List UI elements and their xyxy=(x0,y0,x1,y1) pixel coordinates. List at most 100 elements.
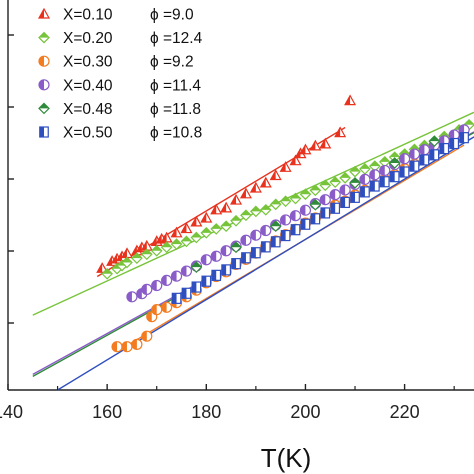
legend-phi: ϕ =12.4 xyxy=(150,30,203,47)
data-point xyxy=(269,169,282,181)
data-point xyxy=(449,137,460,150)
x-tick-label: 160 xyxy=(92,402,122,422)
legend: X=0.10 ϕ =9.0 X=0.20 ϕ =12.4 X=0.30 ϕ =9.2 X=0… xyxy=(37,7,203,142)
data-point xyxy=(299,188,312,201)
data-point xyxy=(310,213,321,225)
data-point xyxy=(369,160,381,172)
data-point xyxy=(140,248,153,261)
data-point xyxy=(349,177,361,189)
data-point xyxy=(290,224,301,236)
data-point xyxy=(289,154,302,166)
data-point xyxy=(280,214,292,226)
data-point xyxy=(141,283,153,295)
data-point xyxy=(370,180,380,192)
data-point xyxy=(151,304,163,316)
data-point xyxy=(300,218,311,230)
legend-marker xyxy=(38,55,50,67)
data-point xyxy=(319,194,331,206)
data-point xyxy=(388,157,401,169)
data-point xyxy=(330,202,341,214)
data-point xyxy=(309,198,322,211)
data-point xyxy=(339,171,351,184)
data-point xyxy=(329,189,341,201)
data-point xyxy=(280,229,291,242)
data-point xyxy=(389,171,400,183)
data-point xyxy=(379,176,390,188)
data-point xyxy=(428,135,441,148)
data-point xyxy=(439,142,450,155)
data-point xyxy=(429,149,440,161)
data-point xyxy=(161,274,173,287)
data-point xyxy=(334,126,347,138)
legend-phi: ϕ =11.4 xyxy=(150,77,201,94)
data-point xyxy=(161,301,173,313)
data-point xyxy=(190,261,203,273)
data-point xyxy=(180,235,193,248)
legend-label: X=0.40 xyxy=(63,77,113,94)
legend-phi: ϕ =9.2 xyxy=(150,54,194,71)
data-point xyxy=(210,250,222,262)
data-point xyxy=(319,179,332,192)
legend-marker xyxy=(38,31,50,44)
data-point xyxy=(141,330,153,342)
data-point xyxy=(121,256,133,269)
data-point xyxy=(96,262,109,273)
data-point xyxy=(120,247,133,259)
data-point xyxy=(269,198,282,211)
data-point xyxy=(418,144,431,156)
data-point xyxy=(289,210,302,222)
data-point xyxy=(170,226,183,238)
data-point xyxy=(279,195,292,208)
data-point xyxy=(151,279,163,292)
data-point xyxy=(359,163,371,175)
data-point xyxy=(309,139,322,151)
data-point xyxy=(121,341,133,353)
data-point xyxy=(250,205,262,218)
data-point xyxy=(251,247,261,259)
data-point xyxy=(150,244,163,257)
data-point xyxy=(111,341,123,353)
legend-label: X=0.30 xyxy=(63,54,113,71)
data-point xyxy=(329,176,342,188)
data-point xyxy=(399,166,410,178)
data-point xyxy=(231,258,241,270)
data-point xyxy=(319,137,332,149)
legend-label: X=0.50 xyxy=(63,125,113,142)
data-point xyxy=(210,203,223,215)
data-point xyxy=(131,252,143,265)
data-point xyxy=(220,245,232,257)
plot-frame xyxy=(7,0,474,391)
data-point xyxy=(200,226,213,239)
x-axis-title: T(K) xyxy=(261,443,312,473)
data-point xyxy=(409,160,420,172)
data-point xyxy=(419,154,430,166)
data-point xyxy=(309,184,322,197)
data-point xyxy=(360,186,370,198)
data-point xyxy=(398,153,411,165)
x-tick-label: 220 xyxy=(390,402,420,422)
data-point xyxy=(279,161,292,172)
data-point xyxy=(191,281,202,293)
data-point xyxy=(299,204,312,216)
data-point xyxy=(239,187,252,199)
data-point xyxy=(170,238,183,250)
data-point xyxy=(259,176,272,188)
x-tick-label: 140 xyxy=(0,402,23,422)
x-tick-label: 200 xyxy=(290,402,320,422)
data-point xyxy=(379,164,391,177)
data-point xyxy=(349,165,361,178)
data-point xyxy=(180,265,193,277)
data-point xyxy=(250,229,262,241)
data-point xyxy=(180,222,193,234)
data-point xyxy=(408,148,421,160)
data-point xyxy=(201,275,212,287)
data-point xyxy=(160,241,173,254)
data-point xyxy=(340,196,350,209)
x-ticks: 140 160 180 200 220 xyxy=(0,384,455,422)
legend-label: X=0.20 xyxy=(63,30,113,47)
legend-phi: ϕ =10.8 xyxy=(150,125,202,142)
x-tick-label: 180 xyxy=(191,402,221,422)
data-point xyxy=(200,211,213,223)
data-point xyxy=(211,269,222,281)
data-point xyxy=(210,223,223,235)
